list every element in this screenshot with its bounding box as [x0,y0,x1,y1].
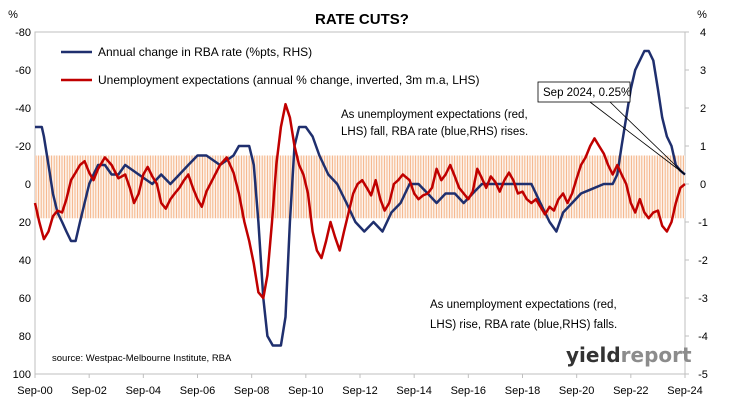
right-axis-unit: % [697,9,707,21]
right-tick-label: -4 [698,331,708,343]
series-layer [33,49,686,347]
annotation-top-line1: As unemployment expectations (red, [341,109,528,121]
x-tick-label: Sep-02 [71,385,106,397]
x-tick-label: Sep-00 [17,385,52,397]
x-tick-label: Sep-08 [234,385,269,397]
callout-leader-2 [609,101,686,175]
yieldreport-logo: yieldreport [566,343,692,367]
x-tick-label: Sep-22 [613,385,648,397]
right-axis: 4 3 2 1 0 -1 -2 -3 -4 -5 [685,27,708,381]
left-tick-label: 20 [19,217,31,229]
left-tick-label: 60 [19,293,31,305]
annotation-top: As unemployment expectations (red, LHS) … [336,104,546,142]
chart-title: RATE CUTS? [315,11,409,28]
x-tick-label: Sep-16 [451,385,486,397]
x-tick-label: Sep-12 [342,385,377,397]
hatch-band [35,155,685,219]
x-tick-label: Sep-06 [180,385,215,397]
right-tick-label: -5 [698,369,708,381]
x-tick-label: Sep-18 [505,385,540,397]
legend-label-unemployment: Unemployment expectations (annual % chan… [98,73,480,87]
annotation-bottom: As unemployment expectations (red, LHS) … [430,299,617,331]
logo-text: yieldreport [566,343,692,367]
right-tick-label: 0 [700,179,706,191]
left-tick-label: 40 [19,255,31,267]
callout: Sep 2024, 0.25% [537,81,686,175]
callout-box [537,81,631,103]
left-tick-label: 0 [25,179,31,191]
annotation-bottom-line1: As unemployment expectations (red, [430,299,617,311]
right-tick-label: 3 [700,65,706,77]
right-tick-label: -1 [698,217,708,229]
right-tick-label: 4 [700,27,706,39]
series-line-unemployment [33,102,686,300]
legend-label-rba: Annual change in RBA rate (%pts, RHS) [98,45,312,59]
right-tick-label: -3 [698,293,708,305]
annotation-top-background [336,104,546,142]
legend-background [48,41,503,97]
callout-label: Sep 2024, 0.25% [543,87,631,99]
series-line-rba [35,49,686,347]
logo-part1: yield [566,343,621,367]
annotation-bottom-line2: LHS) rise, RBA rate (blue,RHS) falls. [430,319,617,331]
x-tick-label: Sep-24 [667,385,702,397]
left-tick-label: -80 [15,27,31,39]
x-tick-label: Sep-10 [288,385,323,397]
callout-leader-1 [589,101,686,175]
left-axis-unit: % [8,9,18,21]
logo-part2: report [621,343,692,367]
x-axis: Sep-00 Sep-02 Sep-04 Sep-06 Sep-08 Sep-10 Sep-… [17,374,703,397]
left-tick-label: 80 [19,331,31,343]
right-tick-label: 2 [700,103,706,115]
right-tick-label: -2 [698,255,708,267]
x-tick-label: Sep-20 [559,385,594,397]
source-note: source: Westpac-Melbourne Institute, RBA [52,353,232,364]
right-tick-label: 1 [700,141,706,153]
annotation-top-line2: LHS) fall, RBA rate (blue,RHS) rises. [341,126,528,138]
left-tick-label: -40 [15,103,31,115]
left-tick-label: 100 [13,369,31,381]
left-tick-label: -20 [15,141,31,153]
x-tick-label: Sep-14 [396,385,431,397]
x-tick-label: Sep-04 [126,385,161,397]
left-axis: -80 -60 -40 -20 0 20 40 60 80 100 [13,27,31,381]
left-tick-label: -60 [15,65,31,77]
legend: Annual change in RBA rate (%pts, RHS) Un… [48,41,503,97]
